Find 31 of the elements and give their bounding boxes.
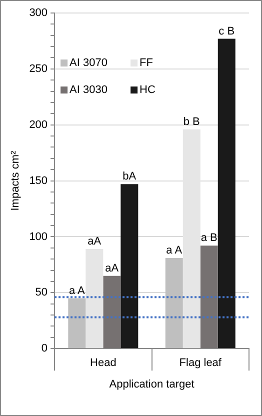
legend-label: FF bbox=[140, 57, 154, 70]
data-label: aA bbox=[105, 262, 120, 274]
legend-label: AI 3030 bbox=[70, 84, 108, 96]
data-label: bA bbox=[122, 170, 137, 183]
y-tick-label: 150 bbox=[29, 174, 48, 187]
data-label: a B bbox=[200, 232, 218, 244]
x-axis-title: Application target bbox=[109, 378, 194, 390]
bar bbox=[200, 246, 218, 348]
legend-label: AI 3070 bbox=[70, 57, 108, 70]
data-label: b B bbox=[183, 116, 200, 128]
data-label: aA bbox=[88, 236, 102, 248]
y-axis-title: Impacts cm² bbox=[10, 150, 22, 211]
x-tick-label: Flag leaf bbox=[179, 357, 222, 370]
bar bbox=[165, 258, 183, 348]
bar bbox=[182, 129, 200, 348]
bar bbox=[68, 298, 86, 348]
y-tick-label: 250 bbox=[29, 62, 48, 75]
bar bbox=[103, 276, 121, 348]
data-label: a A bbox=[166, 244, 183, 257]
x-tick-label: Head bbox=[90, 357, 116, 370]
y-tick-label: 0 bbox=[41, 342, 48, 355]
y-tick-label: 300 bbox=[29, 7, 48, 20]
bar bbox=[218, 38, 236, 348]
data-label: c B bbox=[218, 25, 235, 38]
data-label: a A bbox=[68, 284, 86, 297]
bar bbox=[86, 249, 104, 348]
legend-label: HC bbox=[140, 84, 156, 96]
y-tick-label: 200 bbox=[29, 118, 48, 131]
y-tick-label: 50 bbox=[35, 286, 48, 299]
y-tick-label: 100 bbox=[29, 230, 48, 243]
bar bbox=[120, 184, 138, 348]
